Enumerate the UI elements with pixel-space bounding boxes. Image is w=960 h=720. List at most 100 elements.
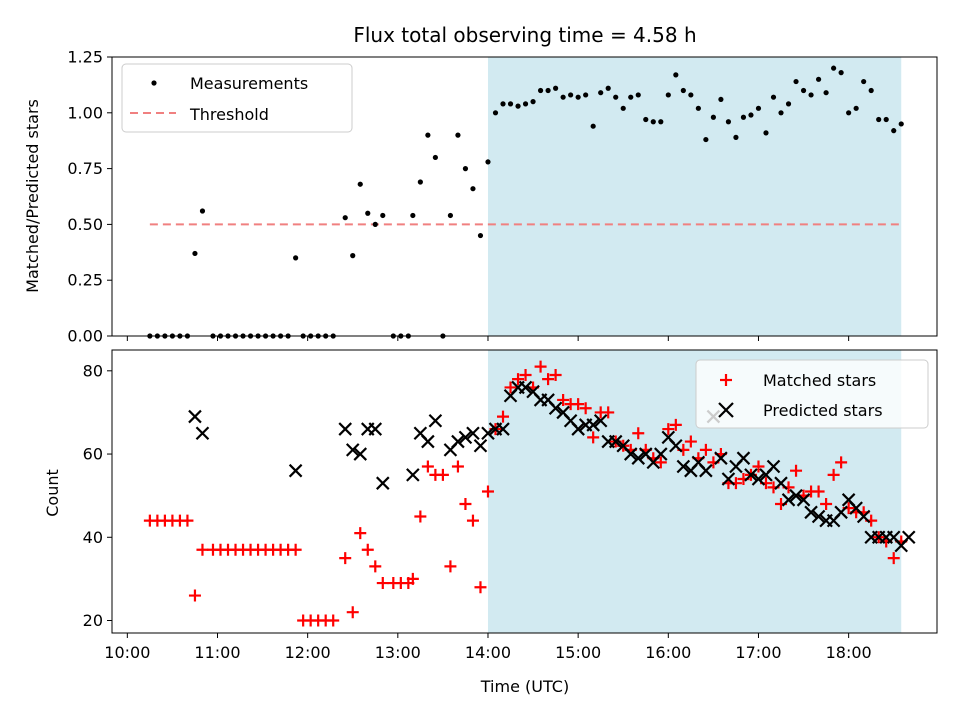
predicted-star-point (669, 438, 683, 453)
measurement-point (613, 94, 619, 100)
matched-star-point (512, 373, 525, 386)
measurement-point (492, 110, 499, 116)
predicted-star-point (481, 426, 495, 441)
legend-predicted-swatch (718, 402, 734, 418)
predicted-star-point (473, 438, 488, 453)
measurement-point (425, 132, 431, 138)
predicted-star-point (376, 476, 390, 490)
measurement-point (785, 101, 792, 107)
measurement-point (590, 123, 596, 129)
count-x-tick-label: 18:00 (826, 643, 872, 662)
ratio-y-tick-label: 0.25 (67, 271, 103, 290)
legend-measurements-label: Measurements (190, 74, 308, 93)
measurement-point (515, 103, 521, 109)
measurement-point (658, 119, 664, 125)
measurement-point (605, 85, 611, 91)
measurement-point (500, 101, 506, 107)
measurement-point (583, 92, 589, 98)
matched-star-point (504, 381, 517, 394)
measurement-point (778, 110, 784, 116)
matched-star-point (684, 435, 697, 448)
predicted-star-point (714, 451, 728, 465)
count-x-tick-label: 11:00 (194, 643, 240, 662)
ratio-panel: 0.00 0.25 0.50 0.75 1.00 1.25 Flux total obse… (23, 23, 938, 346)
predicted-star-point (451, 434, 465, 449)
measurement-point (891, 128, 897, 134)
predicted-star-point (699, 463, 713, 478)
measurement-point (665, 92, 671, 98)
matched-star-point (369, 560, 382, 573)
predicted-star-point (406, 468, 420, 482)
predicted-star-point (571, 422, 585, 436)
measurement-point (568, 92, 574, 98)
measurement-point (192, 250, 198, 257)
measurement-point (755, 105, 762, 111)
legend-predicted-label: Predicted stars (763, 401, 883, 420)
measurement-point (575, 94, 581, 100)
legend-measurements-swatch (151, 80, 157, 86)
matched-star-point (602, 406, 615, 419)
measurement-point (342, 215, 348, 221)
predicted-star-point (654, 447, 668, 461)
measurement-point (703, 136, 709, 143)
measurement-point (598, 90, 604, 96)
measurement-point (740, 114, 747, 120)
matched-star-point (835, 456, 848, 469)
predicted-star-point (586, 418, 600, 432)
measurement-point (808, 92, 814, 98)
measurement-point (883, 116, 889, 123)
measurement-point (853, 105, 859, 111)
predicted-star-point (368, 422, 383, 436)
ratio-y-axis-label: Matched/Predicted stars (23, 99, 42, 293)
matched-star-point (346, 606, 359, 619)
matched-star-point (459, 497, 472, 510)
matched-star-point (587, 431, 600, 444)
predicted-star-point (721, 472, 736, 486)
measurement-point (838, 70, 844, 76)
matched-star-point (436, 468, 449, 481)
measurement-point (823, 90, 829, 96)
predicted-star-point (796, 493, 811, 507)
count-x-tick-label: 15:00 (555, 643, 601, 662)
predicted-star-point (811, 509, 826, 524)
measurement-point (477, 232, 484, 239)
matched-star-point (572, 398, 585, 411)
predicted-star-point (856, 509, 871, 524)
legend-matched-label: Matched stars (763, 371, 876, 390)
count-y-tick-label: 20 (83, 611, 103, 630)
count-x-ticks: 10:00 11:00 12:00 13:00 14:00 15:00 16:00 17:00… (104, 633, 872, 662)
matched-star-point (196, 543, 209, 556)
matched-star-point (451, 460, 464, 473)
count-x-tick-label: 12:00 (285, 643, 331, 662)
ratio-marks (147, 65, 904, 339)
legend-threshold-label: Threshold (189, 105, 269, 124)
count-y-ticks: 20 40 60 80 (83, 361, 112, 630)
count-legend: Matched stars Predicted stars (695, 359, 929, 429)
matched-star-point (474, 581, 487, 594)
matched-star-point (519, 368, 532, 381)
matched-star-point (887, 552, 900, 565)
predicted-star-point (608, 434, 623, 449)
ratio-y-tick-label: 0.50 (67, 215, 103, 234)
matched-star-point (662, 423, 675, 436)
matched-star-point (827, 468, 840, 481)
measurement-point (432, 154, 438, 161)
measurement-point (635, 92, 641, 98)
measurement-point (846, 110, 852, 116)
matched-star-point (654, 456, 667, 469)
predicted-star-point (548, 401, 563, 416)
matched-star-point (466, 514, 479, 527)
measurement-point (673, 72, 679, 78)
ratio-legend-box (121, 63, 353, 133)
measurement-point (710, 114, 716, 120)
measurement-point (537, 87, 544, 94)
predicted-star-point (804, 505, 818, 520)
measurement-point (770, 94, 777, 100)
predicted-star-point (774, 476, 788, 490)
measurement-point (470, 186, 476, 192)
predicted-star-point (744, 468, 758, 482)
measurement-point (643, 116, 649, 123)
measurement-point (507, 101, 514, 107)
count-x-tick-label: 16:00 (645, 643, 691, 662)
